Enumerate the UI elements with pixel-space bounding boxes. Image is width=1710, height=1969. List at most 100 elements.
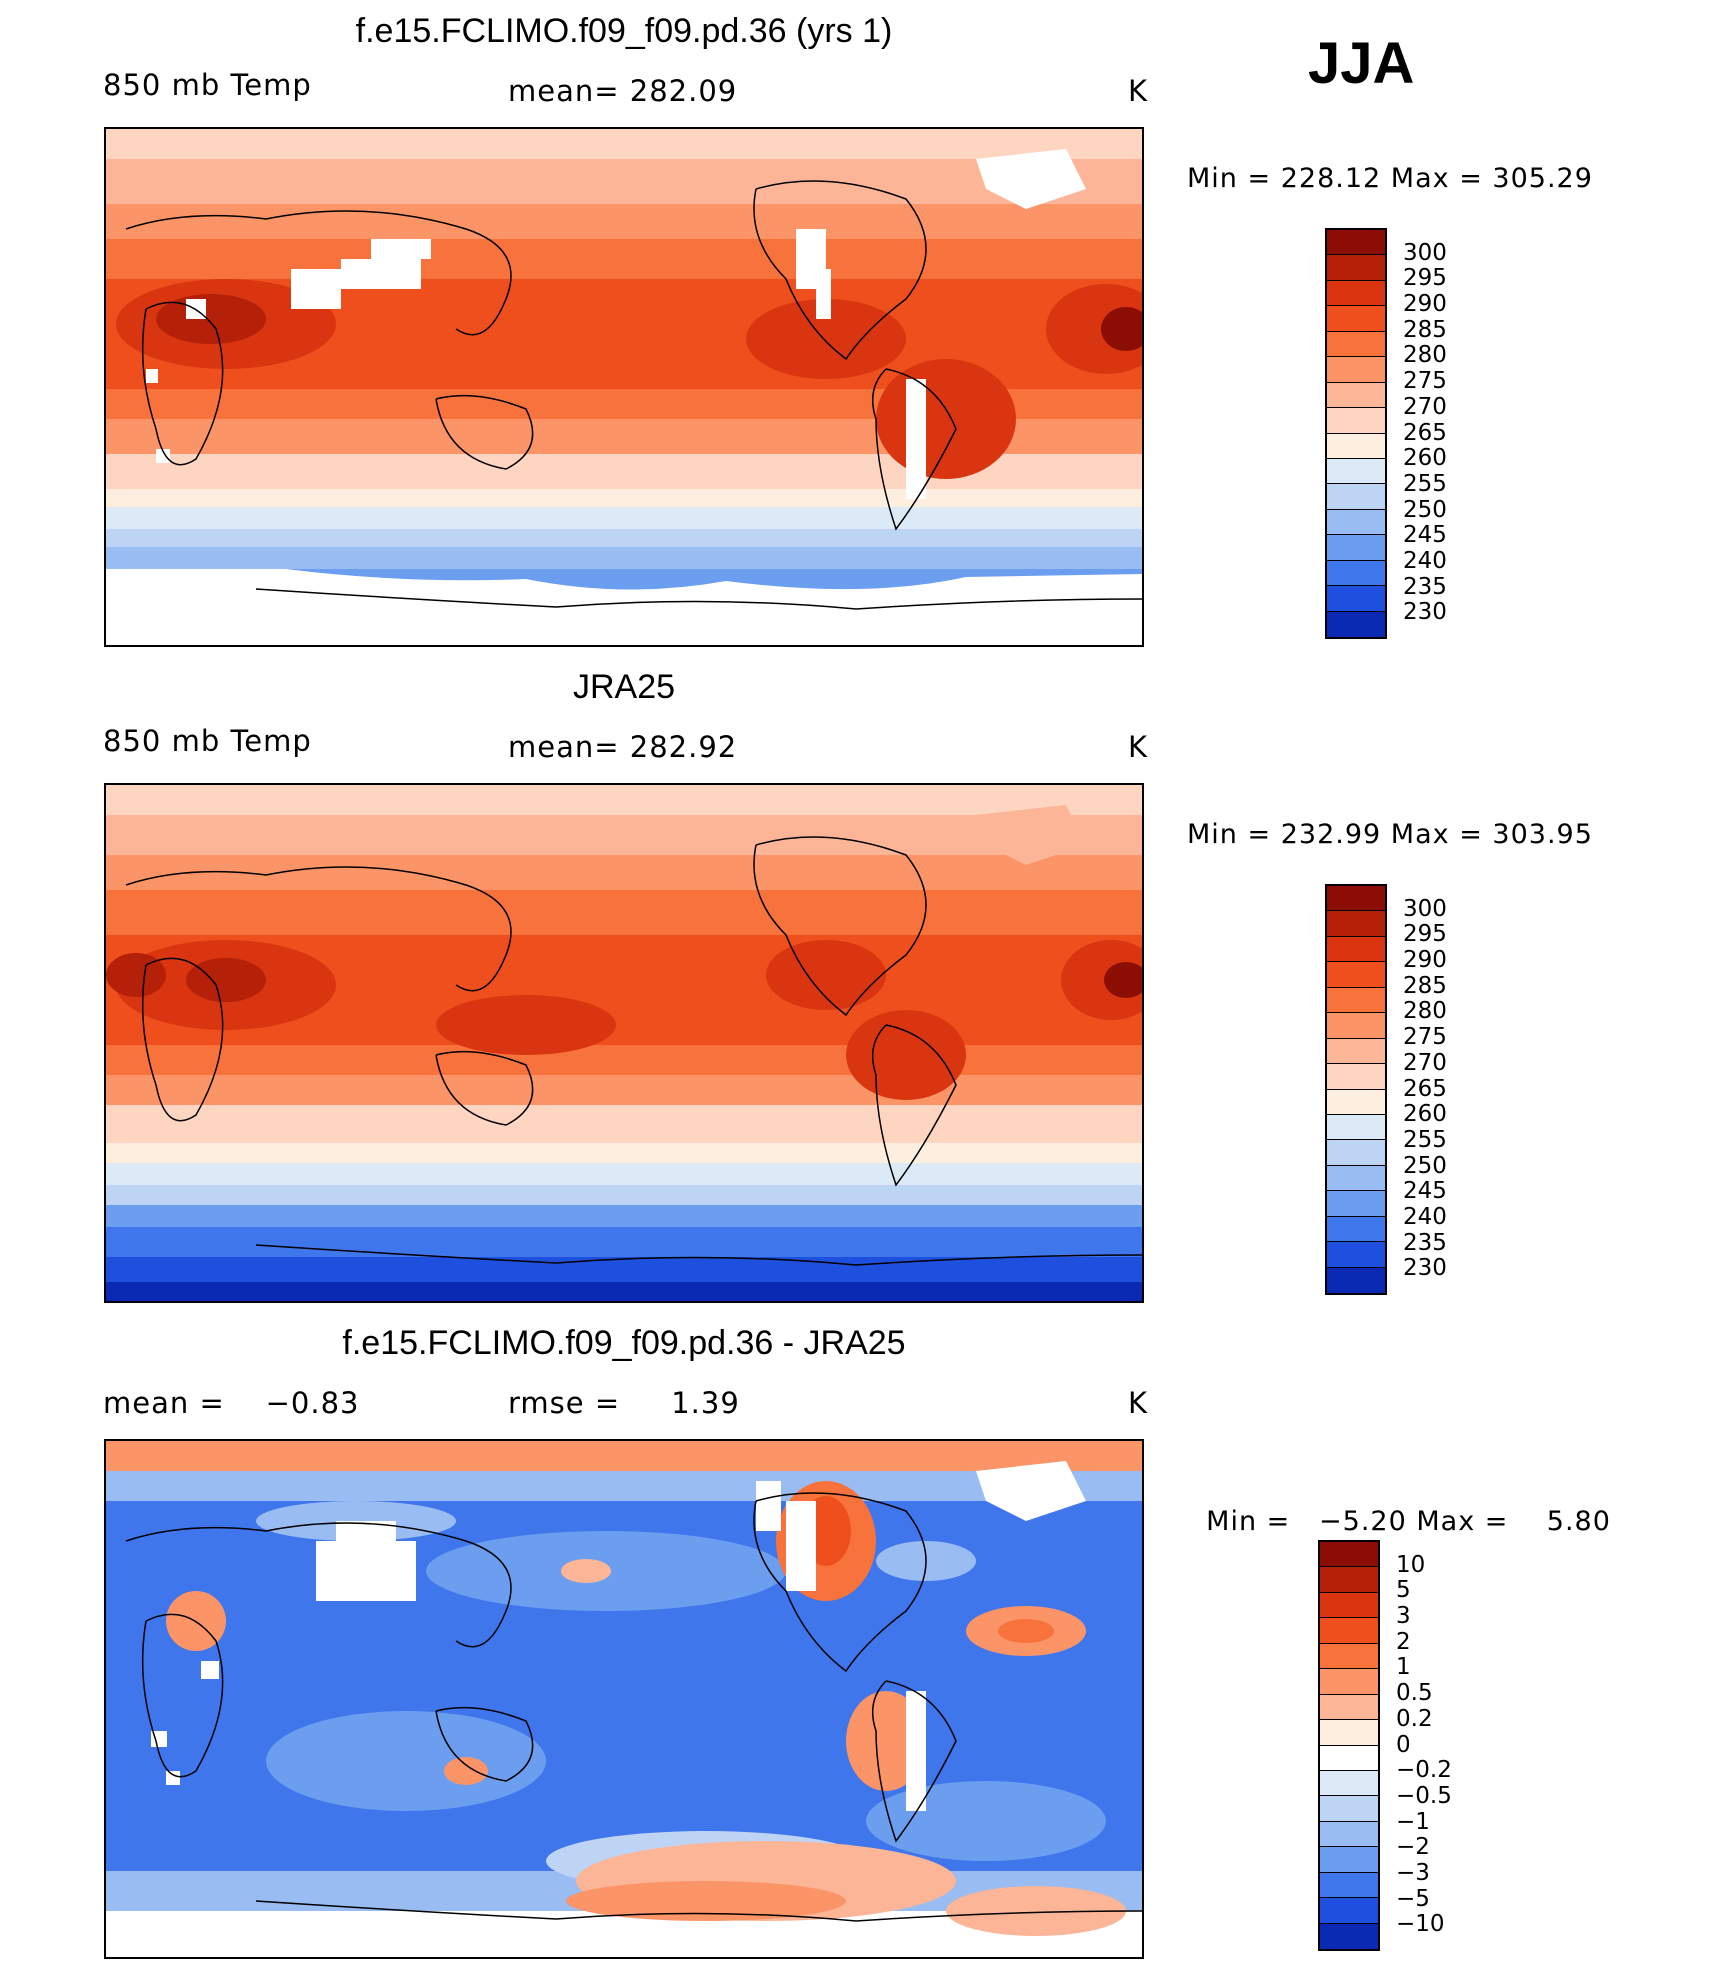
colorbar-swatch <box>1327 1013 1385 1039</box>
colorbar-swatch <box>1327 1140 1385 1166</box>
colorbar-tick-label: −10 <box>1396 1911 1445 1938</box>
panel-2-max-value: 303.95 <box>1492 819 1593 850</box>
panel-2-title: JRA25 <box>572 668 676 706</box>
colorbar-swatch <box>1320 1618 1378 1644</box>
colorbar-swatch <box>1327 1191 1385 1217</box>
colorbar-tick-label: 295 <box>1403 265 1447 292</box>
panel-1-left-label: 850 mb Temp <box>103 68 312 102</box>
panel-2-colorbar <box>1325 884 1387 1295</box>
colorbar-tick-label: 300 <box>1403 239 1447 266</box>
colorbar-swatch <box>1327 433 1385 459</box>
panel-3-min-label: Min <box>1206 1506 1258 1537</box>
colorbar-swatch <box>1327 408 1385 434</box>
panel-2-min-label: Min <box>1187 819 1238 850</box>
colorbar-tick-label: 290 <box>1403 291 1447 318</box>
colorbar-tick-label: 10 <box>1396 1551 1426 1578</box>
colorbar-tick-label: −5 <box>1396 1885 1430 1912</box>
colorbar-tick-label: 270 <box>1403 1049 1447 1076</box>
colorbar-swatch <box>1327 230 1385 256</box>
colorbar-swatch <box>1320 1796 1378 1822</box>
colorbar-tick-label: −2 <box>1396 1834 1430 1861</box>
colorbar-tick-label: 285 <box>1403 972 1447 999</box>
colorbar-swatch <box>1327 936 1385 963</box>
colorbar-tick-label: 245 <box>1403 1178 1447 1205</box>
colorbar-swatch <box>1320 1542 1378 1568</box>
colorbar-tick-label: 260 <box>1403 1101 1447 1128</box>
panel-2-units: K <box>1128 730 1149 764</box>
colorbar-tick-label: 250 <box>1403 496 1447 523</box>
colorbar-swatch <box>1327 1038 1385 1065</box>
colorbar-tick-label: 295 <box>1403 921 1447 948</box>
colorbar-swatch <box>1327 611 1385 637</box>
panel-1-max-value: 305.29 <box>1492 163 1593 194</box>
colorbar-tick-label: −0.2 <box>1396 1757 1452 1784</box>
panel-3-colorbar <box>1318 1540 1380 1951</box>
season-label: JJA <box>1308 31 1415 96</box>
panel-1-colorbar <box>1325 228 1387 639</box>
colorbar-swatch <box>1327 255 1385 281</box>
colorbar-tick-label: −1 <box>1396 1808 1430 1835</box>
colorbar-swatch <box>1327 382 1385 409</box>
colorbar-tick-label: 290 <box>1403 947 1447 974</box>
colorbar-swatch <box>1327 1064 1385 1090</box>
panel-1-map <box>104 127 1144 647</box>
colorbar-tick-label: 240 <box>1403 1203 1447 1230</box>
colorbar-tick-label: 300 <box>1403 895 1447 922</box>
colorbar-swatch <box>1327 306 1385 332</box>
panel-1-max-label: Max <box>1390 163 1450 194</box>
colorbar-tick-label: 0 <box>1396 1731 1411 1758</box>
panel-1-center-label: mean= 282.09 <box>508 74 738 108</box>
panel-2-max-label: Max <box>1390 819 1450 850</box>
panel-3-units: K <box>1128 1386 1149 1420</box>
colorbar-tick-label: 0.5 <box>1396 1680 1433 1707</box>
colorbar-swatch <box>1320 1821 1378 1848</box>
colorbar-swatch <box>1327 586 1385 612</box>
colorbar-swatch <box>1327 987 1385 1014</box>
colorbar-tick-label: 250 <box>1403 1152 1447 1179</box>
colorbar-tick-label: 275 <box>1403 1024 1447 1051</box>
colorbar-swatch <box>1320 1694 1378 1721</box>
colorbar-swatch <box>1327 886 1385 912</box>
panel-2-min-value: 232.99 <box>1280 819 1382 850</box>
colorbar-swatch <box>1327 484 1385 510</box>
colorbar-tick-label: 260 <box>1403 445 1447 472</box>
colorbar-tick-label: 265 <box>1403 1075 1447 1102</box>
colorbar-tick-label: 0.2 <box>1396 1705 1433 1732</box>
panel-3-title: f.e15.FCLIMO.f09_f09.pd.36 - JRA25 <box>342 1324 906 1362</box>
colorbar-swatch <box>1327 357 1385 383</box>
colorbar-swatch <box>1320 1872 1378 1899</box>
colorbar-tick-label: 5 <box>1396 1577 1411 1604</box>
colorbar-swatch <box>1320 1745 1378 1771</box>
panel-3-max-value: 5.80 <box>1546 1506 1611 1537</box>
colorbar-tick-label: 1 <box>1396 1654 1411 1681</box>
colorbar-swatch <box>1327 509 1385 536</box>
panel-3-map <box>104 1439 1144 1959</box>
colorbar-tick-label: 3 <box>1396 1603 1411 1630</box>
colorbar-swatch <box>1327 458 1385 485</box>
colorbar-tick-label: 255 <box>1403 470 1447 497</box>
colorbar-tick-label: 255 <box>1403 1126 1447 1153</box>
colorbar-swatch <box>1327 535 1385 561</box>
colorbar-swatch <box>1327 1267 1385 1293</box>
panel-2-minmax: Min = 232.99 Max = 303.95 <box>1187 819 1593 850</box>
panel-2-center-label: mean= 282.92 <box>508 730 738 764</box>
colorbar-swatch <box>1320 1592 1378 1619</box>
colorbar-swatch <box>1327 911 1385 937</box>
colorbar-tick-label: −3 <box>1396 1859 1430 1886</box>
panel-1-min-label: Min <box>1187 163 1238 194</box>
colorbar-swatch <box>1327 280 1385 307</box>
colorbar-swatch <box>1327 1165 1385 1192</box>
colorbar-swatch <box>1320 1720 1378 1746</box>
panel-3-min-value: −5.20 <box>1319 1506 1407 1537</box>
colorbar-tick-label: 275 <box>1403 368 1447 395</box>
colorbar-tick-label: 245 <box>1403 522 1447 549</box>
colorbar-tick-label: 285 <box>1403 316 1447 343</box>
colorbar-tick-label: 2 <box>1396 1628 1411 1655</box>
colorbar-tick-label: 240 <box>1403 547 1447 574</box>
colorbar-tick-label: 235 <box>1403 573 1447 600</box>
colorbar-swatch <box>1327 1089 1385 1115</box>
colorbar-tick-label: 280 <box>1403 998 1447 1025</box>
panel-2-left-label: 850 mb Temp <box>103 724 312 758</box>
colorbar-swatch <box>1327 1114 1385 1141</box>
panel-3-max-label: Max <box>1416 1506 1476 1537</box>
